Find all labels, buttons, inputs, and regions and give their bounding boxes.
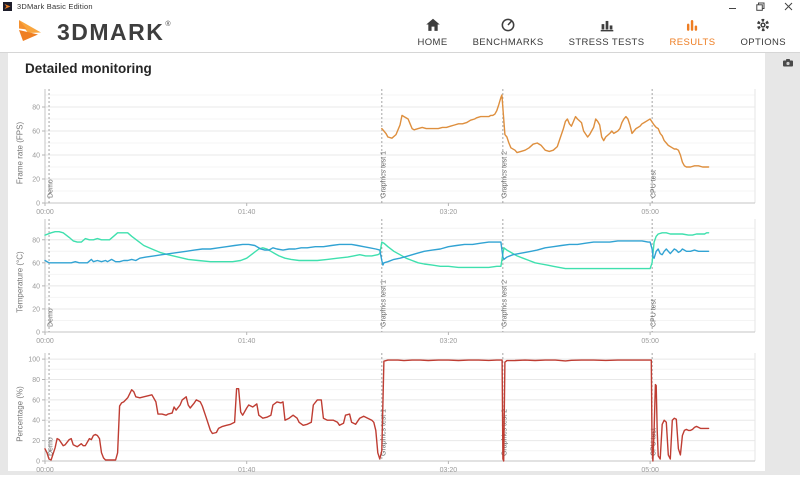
svg-text:01:40: 01:40	[238, 338, 256, 345]
bar-chart-icon	[598, 15, 616, 35]
content-area: Detailed monitoring Frame rate (FPS) 0 20…	[0, 53, 800, 475]
nav-benchmarks-label: BENCHMARKS	[472, 37, 544, 48]
temperature-chart-svg: 0 20 40 60 80 00:00 01:40 03:20 05:00 Demo Graphic…	[32, 219, 756, 345]
svg-text:20: 20	[32, 306, 40, 313]
svg-text:01:40: 01:40	[238, 209, 256, 216]
logo-swoosh-icon	[19, 19, 41, 41]
window-controls	[727, 1, 794, 11]
nav-options[interactable]: OPTIONS	[738, 15, 788, 48]
svg-text:40: 40	[32, 153, 40, 160]
frame-rate-plot: 0 20 40 60 80 00:00 01:40 03:20 05:00 Demo Graphic…	[8, 89, 765, 221]
gauge-icon	[499, 15, 517, 35]
snapshot-icon[interactable]	[783, 54, 793, 72]
percentage-chart: Percentage (%) 0 20 40 60 80 100 00:00 01:40 03:…	[8, 353, 765, 474]
svg-text:01:40: 01:40	[238, 467, 256, 474]
percentage-plot: 0 20 40 60 80 100 00:00 01:40 03:20 05:00 Demo Grap…	[8, 353, 765, 479]
main-nav: HOME BENCHMARKS STRESS TESTS RESULTS OPT…	[415, 15, 788, 48]
home-icon	[424, 15, 442, 35]
svg-text:CPU test: CPU test	[651, 299, 658, 327]
svg-text:Graphics test 2: Graphics test 2	[501, 409, 508, 456]
registered-mark: ®	[165, 21, 171, 28]
close-button[interactable]	[783, 1, 794, 11]
app-icon	[3, 2, 12, 11]
svg-text:80: 80	[32, 377, 40, 384]
svg-text:00:00: 00:00	[36, 467, 54, 474]
svg-text:Graphics test 1: Graphics test 1	[380, 280, 387, 327]
svg-text:0: 0	[36, 201, 40, 208]
svg-text:20: 20	[32, 177, 40, 184]
svg-text:00:00: 00:00	[36, 209, 54, 216]
close-icon	[784, 2, 793, 10]
brand-text: 3DMARK	[57, 19, 165, 45]
svg-text:Graphics test 1: Graphics test 1	[380, 409, 387, 456]
svg-text:Demo: Demo	[48, 179, 55, 198]
svg-text:Graphics test 2: Graphics test 2	[501, 151, 508, 198]
page-title: Detailed monitoring	[25, 61, 152, 76]
app-header: 3DMARK ® HOME BENCHMARKS STRESS TESTS RES…	[0, 13, 800, 53]
svg-text:Demo: Demo	[48, 437, 55, 456]
svg-text:03:20: 03:20	[440, 338, 458, 345]
svg-text:Graphics test 2: Graphics test 2	[501, 280, 508, 327]
svg-text:00:00: 00:00	[36, 338, 54, 345]
nav-home-label: HOME	[417, 37, 448, 48]
svg-text:05:00: 05:00	[641, 467, 659, 474]
svg-text:40: 40	[32, 418, 40, 425]
svg-text:60: 60	[32, 260, 40, 267]
svg-text:80: 80	[32, 237, 40, 244]
titlebar: 3DMark Basic Edition	[0, 0, 800, 13]
nav-home[interactable]: HOME	[415, 15, 449, 48]
temperature-plot: 0 20 40 60 80 00:00 01:40 03:20 05:00 Demo Graphic…	[8, 219, 765, 350]
frame-rate-chart-series-fps	[381, 94, 710, 168]
percentage-chart-svg: 0 20 40 60 80 100 00:00 01:40 03:20 05:00 Demo Grap…	[28, 353, 756, 474]
frame-rate-chart: Frame rate (FPS) 0 20 40 60 80 00:00 01:40 03:2…	[8, 89, 765, 216]
svg-text:05:00: 05:00	[641, 338, 659, 345]
svg-text:20: 20	[32, 438, 40, 445]
svg-text:0: 0	[36, 459, 40, 466]
nav-stress-tests[interactable]: STRESS TESTS	[567, 15, 647, 48]
monitoring-card: Detailed monitoring Frame rate (FPS) 0 20…	[8, 53, 765, 474]
svg-text:05:00: 05:00	[641, 209, 659, 216]
svg-text:CPU test: CPU test	[651, 170, 658, 198]
svg-text:60: 60	[32, 397, 40, 404]
window-title: 3DMark Basic Edition	[17, 2, 93, 11]
minimize-icon	[729, 7, 736, 9]
minimize-button[interactable]	[727, 1, 738, 11]
svg-text:80: 80	[32, 105, 40, 112]
gear-icon	[754, 15, 772, 35]
brand-logo: 3DMARK ®	[17, 19, 171, 47]
restore-icon	[756, 2, 765, 11]
svg-text:Demo: Demo	[48, 308, 55, 327]
nav-benchmarks[interactable]: BENCHMARKS	[471, 15, 546, 48]
nav-options-label: OPTIONS	[740, 37, 786, 48]
svg-text:0: 0	[36, 330, 40, 337]
svg-text:60: 60	[32, 129, 40, 136]
svg-text:40: 40	[32, 283, 40, 290]
nav-results[interactable]: RESULTS	[668, 15, 718, 48]
svg-text:100: 100	[28, 357, 40, 364]
svg-text:03:20: 03:20	[440, 209, 458, 216]
nav-results-label: RESULTS	[669, 37, 716, 48]
nav-stress-tests-label: STRESS TESTS	[568, 37, 645, 48]
percentage-chart-series-usage	[44, 359, 710, 462]
results-bars-icon	[683, 15, 701, 35]
svg-text:Graphics test 1: Graphics test 1	[380, 151, 387, 198]
frame-rate-chart-svg: 0 20 40 60 80 00:00 01:40 03:20 05:00 Demo Graphic…	[32, 89, 756, 216]
temperature-chart-series-temp-blue	[44, 240, 710, 266]
temperature-chart: Temperature (°C) 0 20 40 60 80 00:00 01:40 03:2…	[8, 219, 765, 345]
temperature-chart-series-temp-green	[44, 230, 710, 270]
restore-button[interactable]	[755, 1, 766, 11]
svg-text:03:20: 03:20	[440, 467, 458, 474]
